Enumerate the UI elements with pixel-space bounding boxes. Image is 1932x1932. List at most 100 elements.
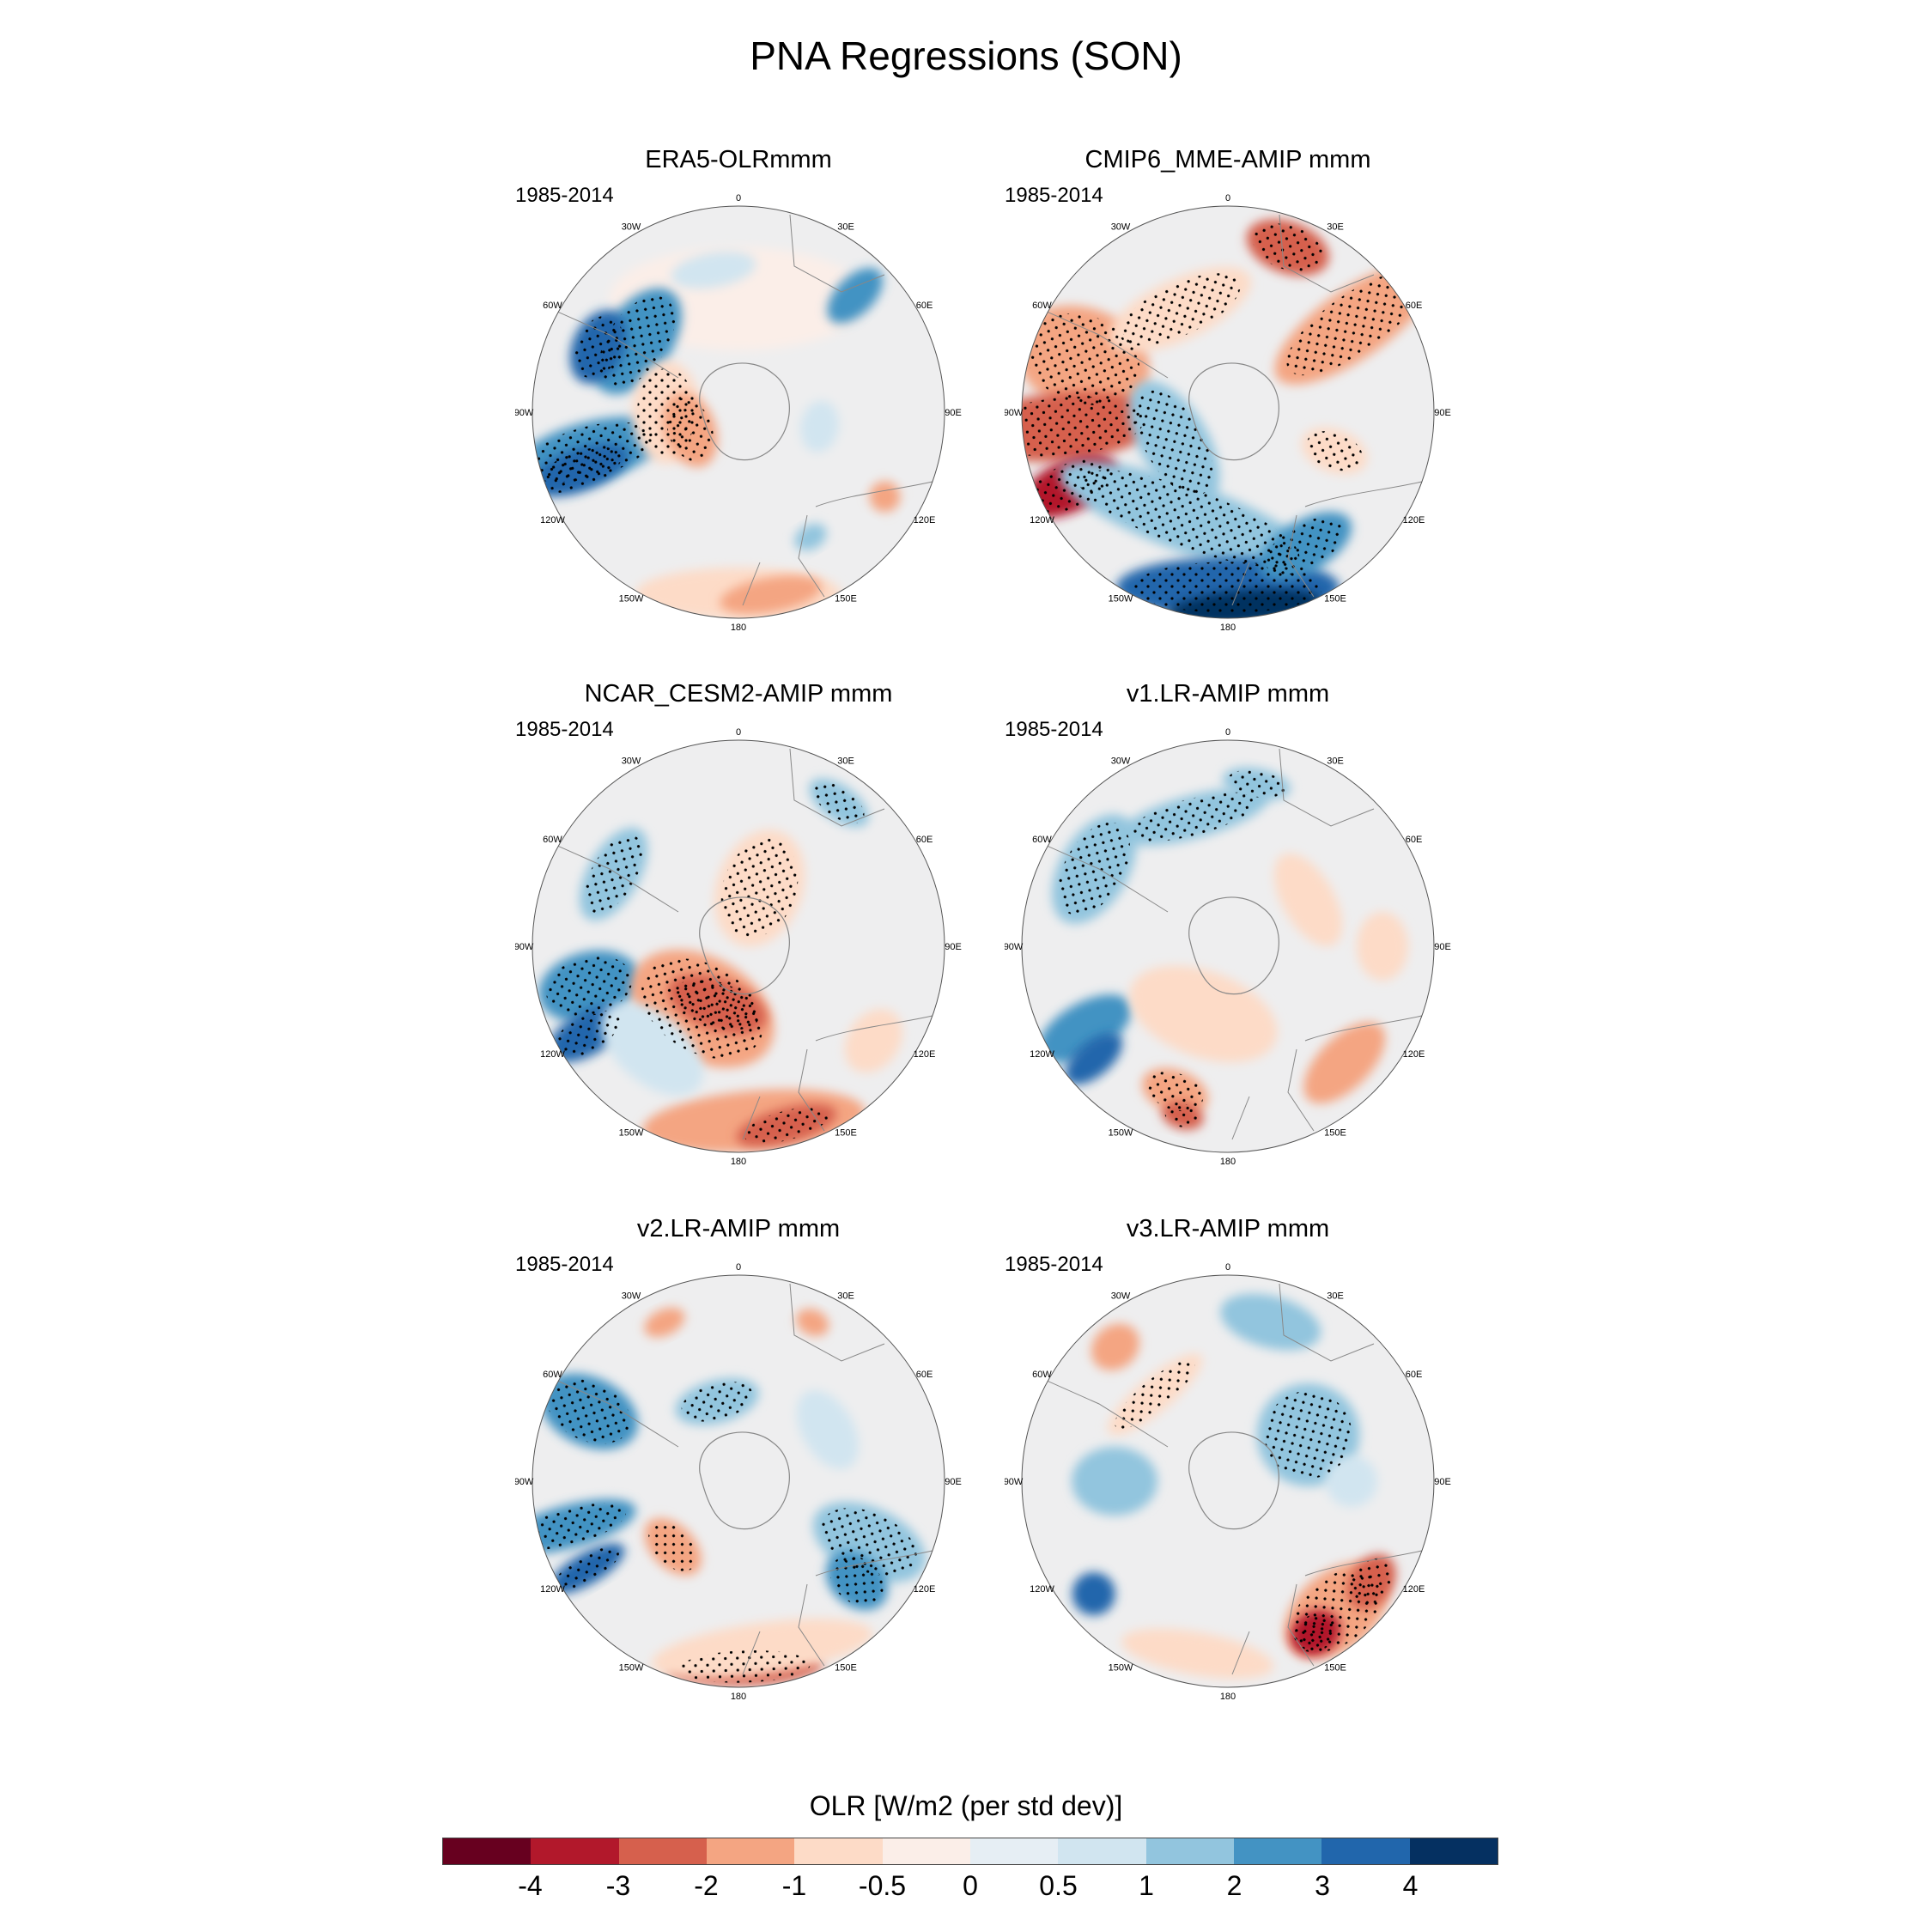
map-field [1022, 206, 1434, 618]
africa-coastline [789, 748, 885, 827]
significance-stipple [1164, 1103, 1201, 1128]
significance-stipple [584, 835, 643, 914]
map-border [1021, 739, 1435, 1153]
map-panel-v1: v1.LR-AMIP mmm 1985-2014 0 30E 60E 90E 120E 1… [1005, 680, 1451, 1167]
longitude-label: 150W [1109, 1663, 1133, 1674]
longitude-label: 120E [914, 515, 936, 526]
map-border [1021, 205, 1435, 619]
australia-coastline [798, 1014, 937, 1132]
colorbar-tick-label: 0 [963, 1870, 978, 1901]
longitude-label: 120E [1403, 1584, 1425, 1595]
longitude-label: 120E [914, 1584, 936, 1595]
antarctica-coastline [1188, 896, 1279, 995]
colorbar-tick-label: -0.5 [858, 1870, 907, 1901]
map-field [1022, 740, 1434, 1152]
anomaly-region [796, 1309, 829, 1337]
australia-coastline [1287, 1549, 1426, 1667]
australia-coastline [1287, 480, 1426, 598]
new-zealand-coastline [742, 1096, 761, 1140]
page-title: PNA Regressions (SON) [750, 33, 1182, 78]
longitude-label: 150W [1109, 1128, 1133, 1139]
africa-coastline [1279, 1283, 1375, 1362]
longitude-label: 0 [736, 727, 741, 738]
longitude-label: 60E [1406, 1370, 1423, 1380]
colorbar-tick-label: -4 [518, 1870, 543, 1901]
anomaly-region [794, 523, 827, 551]
significance-stipple [1306, 431, 1363, 471]
anomaly-region [800, 400, 839, 453]
polar-map: 0 30E 60E 90E 120E 150E 180 150W 120W 90W 60W 30W [1005, 727, 1451, 1167]
anomaly-region [844, 1009, 902, 1073]
longitude-label: 90W [515, 1477, 534, 1487]
longitude-label: 60W [543, 1370, 562, 1380]
new-zealand-coastline [1231, 1631, 1250, 1675]
significance-stipple [1252, 223, 1323, 272]
colorbar-tick-label: 3 [1315, 1870, 1330, 1901]
anomaly-region [1072, 1572, 1115, 1616]
longitude-label: 30W [1111, 222, 1131, 232]
significance-stipple [554, 1546, 619, 1591]
panel-title: NCAR_CESM2-AMIP mmm [584, 680, 893, 708]
longitude-label: 180 [1220, 1692, 1236, 1702]
map-wash [532, 740, 945, 1152]
longitude-label: 150W [1109, 594, 1133, 605]
colorbar [442, 1838, 1498, 1865]
colorbar-segment [1145, 1838, 1234, 1864]
longitude-label: 0 [736, 1262, 741, 1273]
panel-title: v2.LR-AMIP mmm [636, 1215, 841, 1242]
anomaly-region [827, 267, 884, 324]
significance-stipple [574, 315, 623, 379]
longitude-label: 150W [619, 1663, 644, 1674]
colorbar-segment [706, 1838, 795, 1864]
colorbar-segment [1058, 1838, 1146, 1864]
significance-stipple [1025, 313, 1140, 405]
colorbar-tick-label: 2 [1226, 1870, 1242, 1901]
longitude-label: 90E [945, 1477, 962, 1487]
new-zealand-coastline [742, 562, 761, 606]
polar-map: 0 30E 60E 90E 120E 150E 180 150W 120W 90W 60W 30W [1005, 193, 1451, 633]
longitude-label: 150E [1324, 1128, 1346, 1139]
longitude-label: 120W [1030, 1584, 1054, 1595]
australia-coastline [798, 1549, 937, 1667]
antarctica-coastline [1188, 1431, 1279, 1530]
longitude-label: 60E [916, 835, 933, 845]
longitude-label: 180 [731, 1157, 746, 1167]
significance-stipple [538, 447, 622, 493]
longitude-label: 180 [731, 623, 746, 633]
antarctica-coastline [699, 896, 790, 995]
colorbar-segment [618, 1838, 707, 1864]
antarctica-coastline [699, 1431, 790, 1530]
longitude-label: 90E [1434, 408, 1451, 418]
longitude-label: 60W [1032, 835, 1052, 845]
longitude-label: 90W [1005, 1477, 1024, 1487]
australia-coastline [798, 480, 937, 598]
panel-title: v3.LR-AMIP mmm [1126, 1215, 1330, 1242]
map-panel-cmip6: CMIP6_MME-AMIP mmm 1985-2014 0 30E 60E 90E 1… [1005, 146, 1451, 633]
map-border [532, 739, 945, 1153]
significance-stipple [1264, 1391, 1352, 1479]
anomaly-region [601, 1002, 704, 1096]
longitude-label: 120E [1403, 1049, 1425, 1060]
longitude-label: 60W [1032, 301, 1052, 311]
longitude-label: 120E [914, 1049, 936, 1060]
longitude-label: 150W [619, 594, 644, 605]
longitude-label: 0 [736, 193, 741, 204]
anomaly-region [1038, 994, 1132, 1063]
significance-stipple [648, 1522, 697, 1571]
map-field [532, 206, 945, 618]
longitude-label: 90W [1005, 408, 1024, 418]
colorbar-tick-label: 1 [1139, 1870, 1154, 1901]
colorbar-segment [443, 1838, 532, 1864]
longitude-label: 30W [622, 1291, 641, 1301]
significance-stipple [554, 1009, 620, 1059]
longitude-label: 30E [1327, 756, 1344, 766]
panel-title: ERA5-OLRmmm [645, 146, 832, 173]
longitude-label: 120E [1403, 515, 1425, 526]
longitude-label: 30W [622, 756, 641, 766]
polar-map: 0 30E 60E 90E 120E 150E 180 150W 120W 90W 60W 30W [515, 727, 962, 1167]
anomaly-region [1072, 1447, 1157, 1516]
longitude-label: 120W [540, 1049, 565, 1060]
map-border [1021, 1274, 1435, 1688]
colorbar-segment [969, 1838, 1059, 1864]
map-field [1022, 1275, 1434, 1687]
